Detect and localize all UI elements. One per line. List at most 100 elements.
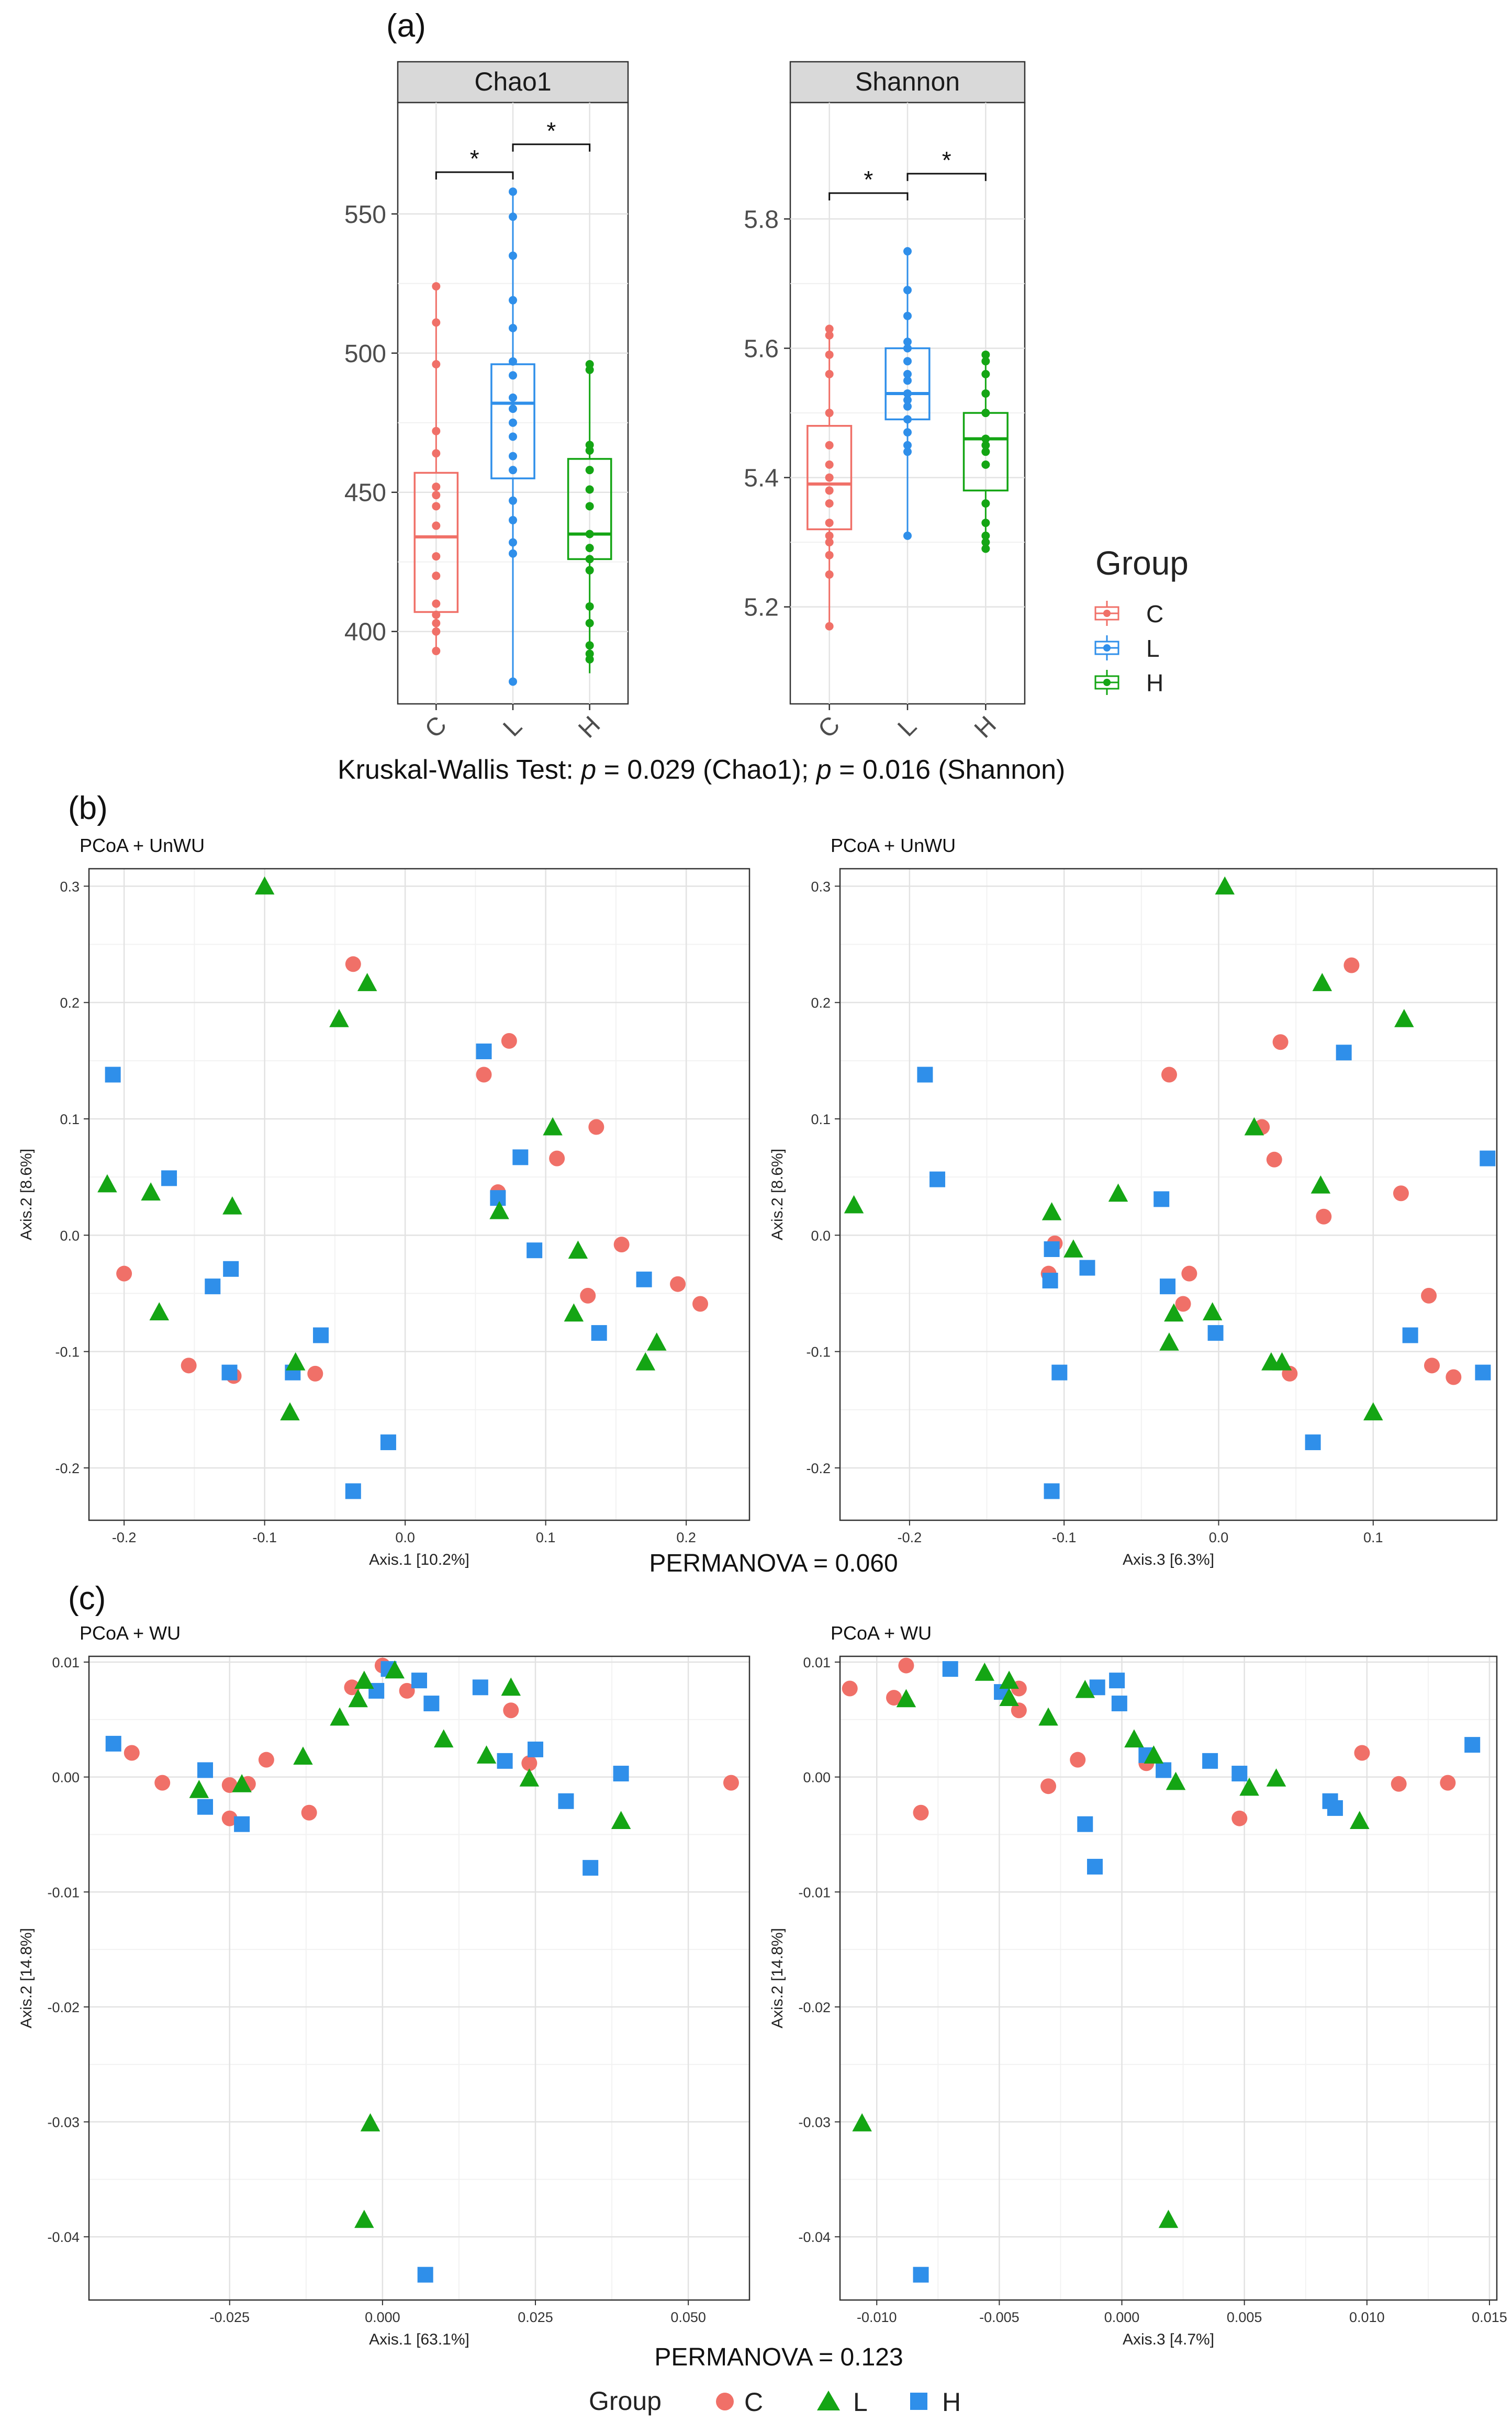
c_left-point-h [519,1768,540,1787]
b_right-xtick-label: 0.1 [1363,1530,1383,1545]
c_right-ytick-label: -0.01 [798,1884,831,1900]
b_left-point-c [670,1276,686,1292]
c_left-xtick-label: 0.050 [670,2309,706,2325]
shannon-point-C [825,441,834,450]
permanova-unweighted: PERMANOVA = 0.060 [649,1550,898,1577]
legend-dot-L [1103,644,1111,652]
c_left-point-h [611,1811,631,1830]
chao1-significance-bracket [512,143,591,152]
c_left-point-c [124,1745,140,1761]
b_left-point-l [490,1190,506,1206]
legend-dot-H [1103,679,1111,686]
c_right-point-h [1158,2209,1179,2228]
b_right-xtick-label: -0.1 [1052,1530,1077,1545]
chao1-strip [397,61,629,104]
shannon-ytick-label: 5.8 [744,206,779,233]
bottom-legend-l-label: L [853,2387,868,2417]
shannon-point-H [981,544,990,553]
b_left-point-c [181,1358,197,1374]
chao1-point-L [509,371,517,380]
b_right-point-c [1181,1265,1197,1282]
chao1-point-H [585,446,594,455]
pcoa-wu-axis1-plot: PCoA + WU -0.025 0.000 0.025 0.050 -0.04 -0.03… [18,1622,751,2348]
shannon-point-H [981,350,990,359]
c_right-point-h [1266,1768,1286,1787]
b_left-ytick-label: 0.0 [60,1228,80,1243]
c_left-point-c [503,1702,519,1719]
c_left-point-l [472,1679,488,1696]
shannon-point-H [981,389,990,398]
c_right-point-c [1440,1775,1456,1791]
c_right-point-c [898,1657,914,1674]
b_left-point-h [285,1352,306,1371]
c_left-point-c [221,1777,238,1793]
b_right-point-l [1336,1045,1352,1061]
b_right-xtick-label: 0.0 [1209,1530,1229,1545]
chao1-point-L [509,323,517,332]
b_left-point-h [141,1182,161,1201]
legend-label-C: C [1146,600,1163,627]
b_right-ytick-label: 0.1 [811,1112,831,1127]
c_right-xtick-label: -0.010 [857,2309,897,2325]
shannon-point-C [825,369,834,378]
chao1-point-L [509,212,517,221]
b_left-point-h [489,1201,509,1219]
b_left-ytick-label: 0.2 [60,995,80,1011]
b_left-xtick-label: -0.2 [112,1530,137,1545]
b_right-point-l [1044,1483,1060,1499]
chao1-point-L [509,452,517,461]
c_left-point-l [583,1860,599,1876]
chao1-ytick-label: 550 [344,201,386,229]
shannon-point-H [981,357,990,366]
shannon-point-C [825,531,834,540]
chao1-point-L [509,515,517,524]
chao1-point-H [585,544,594,553]
b_left-plot-area [89,869,749,1520]
b_left-point-c [580,1287,596,1304]
b_right-ylabel: Axis.2 [8.6%] [769,1149,786,1240]
shannon-box-C [807,424,853,531]
b_right-point-c [1421,1287,1437,1304]
shannon-point-C [825,331,834,340]
c_left-xtick-label: -0.025 [209,2309,250,2325]
shannon-point-H [981,531,990,540]
b_right-point-h [1159,1332,1179,1351]
b_left-xtick-label: 0.0 [395,1530,415,1545]
b_right-point-h [1041,1202,1062,1220]
legend-label-L: L [1146,635,1160,662]
b_left-point-l [476,1044,492,1060]
b_left-point-l [221,1364,238,1381]
b_left-point-h [97,1174,117,1193]
shannon-strip-title: Shannon [855,67,960,96]
c_left-point-h [360,2113,380,2132]
c_left-point-h [330,1707,350,1726]
b_left-point-h [635,1352,656,1371]
chao1-point-H [585,602,594,611]
chao1-point-H [585,485,594,494]
chao1-point-L [509,418,517,427]
shannon-significance-bracket [906,173,987,181]
c_left-point-c [154,1775,171,1791]
b_left-point-l [636,1271,652,1287]
c_right-point-h [1124,1729,1144,1748]
chao1-ytick-label: 400 [344,619,386,646]
b_right-point-l [1475,1364,1491,1381]
shannon-point-C [825,551,834,559]
legend-title: Group [1095,544,1189,582]
b_left-point-c [549,1150,565,1166]
c_left-point-h [348,1689,368,1708]
shannon-ytick-label: 5.4 [744,465,779,492]
chao1-point-L [509,296,517,305]
b_right-point-l [1153,1191,1170,1207]
b_right-point-h [1108,1183,1128,1202]
shannon-point-L [903,357,912,366]
chao1-point-H [585,655,594,664]
b_left-point-h [568,1240,588,1259]
c_left-point-h [189,1780,209,1798]
b_right-point-l [1160,1278,1176,1295]
c_left-point-l [528,1741,544,1757]
b_right-point-h [1164,1303,1184,1322]
panel-label-c: (c) [68,1580,106,1617]
c_right-point-h [999,1688,1019,1707]
